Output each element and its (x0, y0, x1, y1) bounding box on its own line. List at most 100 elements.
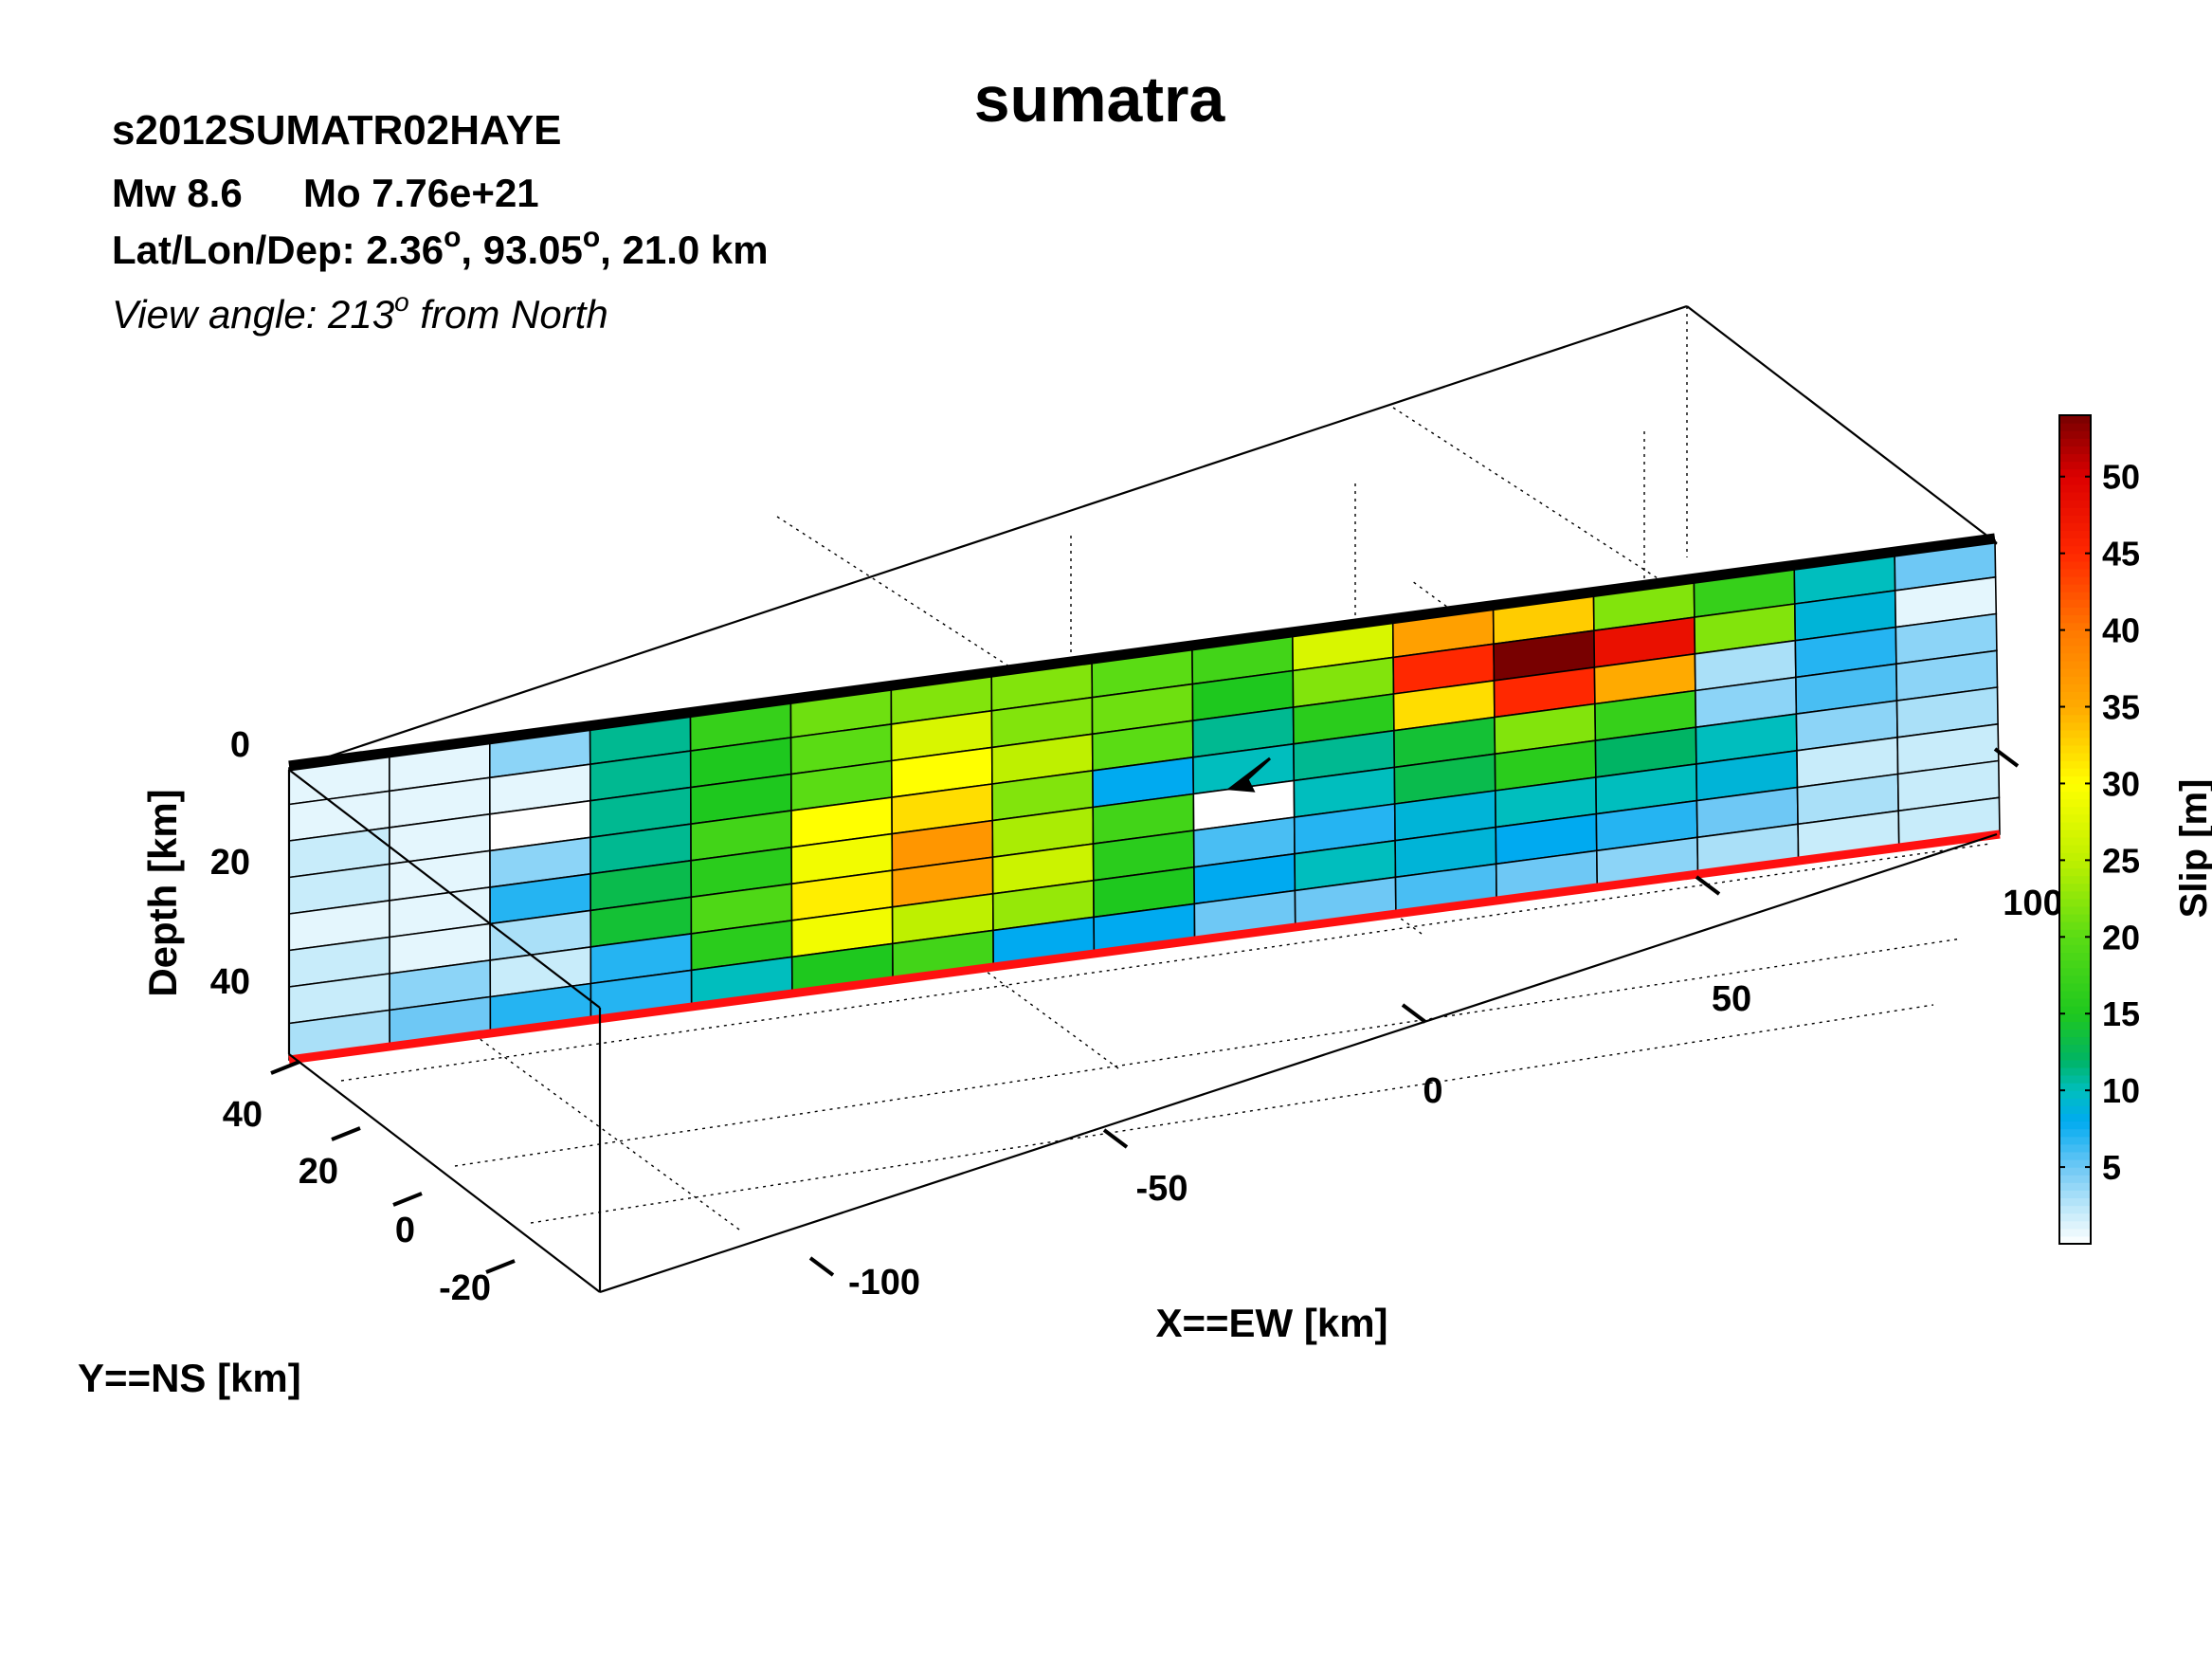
colorbar-tick-label: 50 (2102, 458, 2140, 497)
mo-value: Mo 7.76e+21 (303, 171, 539, 215)
colorbar-segment (2059, 937, 2091, 945)
colorbar-segment (2059, 560, 2091, 570)
location-lat: Lat/Lon/Dep: 2.36 (112, 228, 444, 272)
fault-plane (288, 539, 2001, 1061)
colorbar-segment (2059, 500, 2091, 508)
colorbar-segment (2059, 507, 2091, 516)
colorbar-tick-label: 40 (2102, 611, 2140, 650)
colorbar-segment (2059, 1098, 2091, 1106)
x-tick (808, 1256, 835, 1277)
colorbar-segment (2059, 622, 2091, 631)
floor-grid-line (530, 1004, 1934, 1224)
x-tick-label: -100 (848, 1263, 920, 1303)
colorbar-segment (2059, 1051, 2091, 1061)
colorbar-segment (2059, 714, 2091, 723)
colorbar-segment (2059, 637, 2091, 647)
y-tick (392, 1192, 423, 1207)
colorbar-segment (2059, 1151, 2091, 1160)
colorbar-tick-label: 45 (2102, 535, 2140, 574)
colorbar-segment (2059, 1013, 2091, 1022)
y-tick (331, 1126, 361, 1141)
floor-grid-line (340, 843, 1991, 1082)
colorbar-segment (2059, 737, 2091, 746)
x-tick-label: 50 (1712, 979, 1751, 1019)
colorbar-segment (2059, 914, 2091, 922)
colorbar-segment (2059, 845, 2091, 853)
colorbar-segment (2059, 821, 2091, 830)
colorbar-segment (2059, 699, 2091, 708)
colorbar-segment (2059, 753, 2091, 761)
colorbar-segment (2059, 852, 2091, 861)
colorbar-segment (2059, 1074, 2091, 1084)
colorbar-segment (2059, 929, 2091, 938)
colorbar-segment (2059, 423, 2091, 431)
colorbar-segment (2059, 652, 2091, 662)
x-tick (1695, 875, 1721, 896)
colorbar-segment (2059, 706, 2091, 716)
colorbar-tick-label: 10 (2102, 1071, 2140, 1110)
wall-grid-line (776, 516, 1072, 707)
colorbar-segment (2059, 1220, 2091, 1230)
colorbar-segment (2059, 1029, 2091, 1038)
fault-bottom-edge (288, 830, 2001, 1065)
colorbar-segment (2059, 830, 2091, 838)
colorbar-tick-label: 25 (2102, 841, 2140, 880)
y-tick-label: 40 (223, 1095, 263, 1135)
colorbar-label: Slip [m] (2173, 779, 2212, 919)
colorbar-segment (2059, 760, 2091, 769)
box-edge (1686, 305, 1998, 544)
colorbar-segment (2059, 530, 2091, 539)
colorbar-segment (2059, 438, 2091, 447)
colorbar-segment (2059, 975, 2091, 984)
location-lon: , 93.05 (461, 228, 582, 272)
colorbar-segment (2059, 430, 2091, 439)
colorbar-segment (2059, 959, 2091, 969)
colorbar-segment (2059, 1036, 2091, 1046)
colorbar-segment (2059, 1006, 2091, 1014)
axis-ticks: -100 -50 0 50 100 40 20 0 -20 0 20 40 (210, 725, 2063, 1308)
colorbar-segment (2059, 1205, 2091, 1214)
box-edge (288, 769, 601, 1009)
x-tick (1401, 1003, 1427, 1024)
colorbar-segment (2059, 553, 2091, 562)
degree-mark: o (394, 287, 409, 317)
colorbar-segment (2059, 629, 2091, 639)
box-edge (599, 832, 1998, 1294)
z-tick-label: 40 (210, 962, 250, 1002)
colorbar-segment (2059, 483, 2091, 493)
view-angle-line: View angle: 213o from North (112, 287, 608, 337)
colorbar-segment (2059, 783, 2091, 793)
colorbar-segment (2059, 998, 2091, 1007)
x-tick-label: 100 (2003, 884, 2062, 923)
degree-mark: o (583, 222, 600, 253)
colorbar-segment (2059, 1182, 2091, 1191)
y-tick-label: -20 (439, 1268, 491, 1308)
colorbar-segment (2059, 744, 2091, 754)
colorbar-segment (2059, 798, 2091, 808)
x-tick (1102, 1128, 1129, 1149)
colorbar-segment (2059, 967, 2091, 976)
colorbar-segment (2059, 592, 2091, 600)
colorbar-segment (2059, 1121, 2091, 1130)
colorbar-segment (2059, 1021, 2091, 1030)
colorbar-segment (2059, 584, 2091, 592)
box-edge (288, 304, 1688, 772)
mw-value: Mw 8.6 (112, 171, 243, 215)
colorbar-segment (2059, 415, 2091, 424)
colorbar-segment (2059, 691, 2091, 701)
event-id: s2012SUMATR02HAYE (112, 107, 561, 154)
colorbar-segment (2059, 668, 2091, 677)
colorbar-segment (2059, 1128, 2091, 1138)
colorbar-segment (2059, 1044, 2091, 1053)
degree-mark: o (444, 222, 461, 253)
colorbar-segment (2059, 860, 2091, 869)
colorbar-segment (2059, 775, 2091, 785)
colorbar-segment (2059, 898, 2091, 907)
colorbar-tick-label: 5 (2102, 1148, 2121, 1187)
colorbar-segment (2059, 837, 2091, 846)
colorbar-segment (2059, 1212, 2091, 1222)
colorbar-segment (2059, 568, 2091, 577)
view-angle-suffix: from North (409, 292, 608, 337)
colorbar-segment (2059, 1197, 2091, 1207)
colorbar-tick-label: 20 (2102, 918, 2140, 957)
